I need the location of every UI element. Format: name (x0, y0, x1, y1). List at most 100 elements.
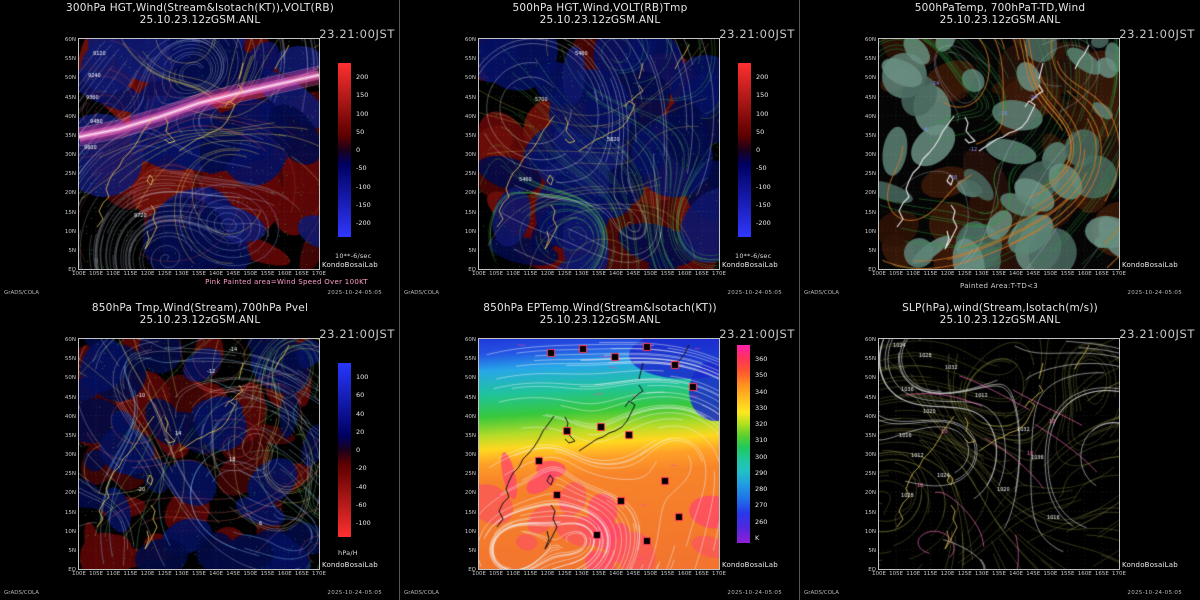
axis-tick-label: 100E (72, 571, 86, 577)
panel-850hpa-eptemp: 850hPa EPTemp.Wind(Stream&Isotach(KT)) 2… (400, 300, 800, 600)
axis-tick-label: 15N (64, 509, 76, 516)
axis-tick-label: 50N (864, 375, 876, 382)
map-850hpa-tmp: 60N 55N 50N 45N 40N 35N 30N 25N 20N 15N 10N 5N EQ 100… (65, 337, 326, 577)
axis-tick-label: 20N (64, 490, 76, 497)
axis-tick-label: 60N (864, 337, 876, 343)
axis-tick-label: 170E (312, 271, 326, 277)
axis-tick-label: 25N (464, 471, 476, 478)
axis-tick-label: EQ (468, 567, 476, 573)
axis-tick-label: 30N (64, 152, 76, 158)
colorbar-labels: 360 350 340 330 320 310 300 290 280 270 260 K (755, 355, 785, 542)
generated-date: 2025-10-24-05:05 (1127, 290, 1182, 296)
colorbar-tick-label: 270 (755, 501, 768, 510)
axis-tick-label: 25N (64, 171, 76, 178)
panel-subtitle: 25.10.23.12zGSM.ANL (539, 14, 661, 26)
axis-tick-label: 15N (64, 209, 76, 216)
axis-tick-label: 165E (694, 571, 709, 577)
axis-tick-label: 160E (1077, 571, 1092, 577)
colorbar (737, 345, 750, 543)
colorbar-tick-label: -150 (756, 200, 771, 209)
colorbar-unit: 10**-6/sec (335, 252, 372, 260)
axis-tick-label: 150E (643, 271, 658, 277)
colorbar-unit: 10**-6/sec (735, 252, 772, 260)
generated-date: 2025-10-24-05:05 (727, 590, 782, 596)
axis-tick-label: 20N (464, 190, 476, 197)
axis-tick-label: 30N (64, 452, 76, 458)
colorbar-tick-label: 290 (755, 468, 768, 477)
axis-tick-label: 170E (712, 571, 726, 577)
axis-tick-label: 135E (992, 271, 1006, 277)
axis-tick-label: 105E (489, 271, 504, 277)
axis-tick-label: 160E (677, 571, 692, 577)
generated-date: 2025-10-24-05:05 (327, 290, 382, 296)
axis-tick-label: 50N (464, 75, 476, 82)
colorbar-tick-label: 150 (756, 91, 769, 100)
axis-tick-label: 145E (626, 271, 641, 277)
panel-title: 850hPa Tmp,Wind(Stream),700hPa Pvel (91, 302, 309, 314)
axis-tick-label: 130E (574, 571, 589, 577)
axis-tick-label: 55N (64, 356, 76, 363)
lab-credit: KondoBosaiLab (322, 561, 378, 569)
axis-tick-label: 20N (464, 490, 476, 497)
grads-credit: GrADS/COLA (404, 290, 439, 296)
axis-tick-label: 40N (464, 113, 476, 120)
map-850hpa-eptemp: 60N 55N 50N 45N 40N 35N 30N 25N 20N 15N 10N 5N EQ 100… (465, 337, 726, 577)
axis-tick-label: 15N (464, 509, 476, 516)
axis-tick-label: 110E (906, 271, 921, 277)
axis-tick-label: 40N (64, 113, 76, 120)
colorbar-tick-label: 340 (755, 387, 768, 396)
panel-title: 500hPaTemp, 700hPaT-TD,Wind (914, 2, 1086, 14)
colorbar-tick-label: -200 (756, 219, 771, 227)
lab-credit: KondoBosaiLab (1122, 261, 1178, 269)
axis-tick-label: 10N (864, 228, 876, 235)
colorbar-labels: 100 60 40 20 0 -20 -40 -60 -100 (356, 373, 386, 527)
colorbar (738, 63, 751, 237)
colorbar-tick-label: -150 (356, 200, 371, 209)
axis-tick-label: 150E (643, 571, 658, 577)
axis-tick-label: 135E (992, 571, 1006, 577)
grads-credit: GrADS/COLA (404, 590, 439, 596)
axis-tick-label: 160E (277, 271, 292, 277)
map-canvas (879, 39, 1119, 269)
axis-tick-label: 120E (940, 571, 955, 577)
axis-tick-label: 160E (677, 271, 692, 277)
axis-tick-label: 120E (540, 571, 555, 577)
axis-tick-label: 165E (294, 571, 309, 577)
axis-tick-label: 160E (1077, 271, 1092, 277)
colorbar-tick-label: 360 (755, 355, 768, 363)
axis-tick-label: 15N (864, 209, 876, 216)
panel-note: Pink Painted area=Wind Speed Over 100KT (205, 278, 368, 286)
panel-subtitle: 25.10.23.12zGSM.ANL (539, 314, 661, 326)
map-slp: 60N 55N 50N 45N 40N 35N 30N 25N 20N 15N 10N 5N EQ 100… (865, 337, 1126, 577)
axis-tick-label: EQ (468, 267, 476, 273)
axis-tick-label: 115E (123, 571, 138, 577)
axis-tick-label: 115E (523, 571, 538, 577)
colorbar-tick-label: 50 (356, 127, 365, 136)
axis-tick-label: 110E (506, 571, 521, 577)
axis-tick-label: 155E (1060, 571, 1075, 577)
axis-tick-label: 40N (864, 113, 876, 120)
axis-tick-label: 170E (712, 271, 726, 277)
axis-tick-label: 105E (89, 571, 104, 577)
lab-credit: KondoBosaiLab (1122, 561, 1178, 569)
map-500hpa-hgt: 60N 55N 50N 45N 40N 35N 30N 25N 20N 15N 10N 5N EQ 100… (465, 37, 726, 277)
panel-timestamp: 23.21:00JST (719, 327, 795, 341)
axis-tick-label: 15N (864, 509, 876, 516)
axis-tick-label: 130E (574, 271, 589, 277)
axis-tick-label: 40N (464, 413, 476, 420)
axis-tick-label: 35N (464, 432, 476, 439)
axis-tick-label: 155E (660, 271, 675, 277)
colorbar (338, 63, 351, 237)
colorbar-tick-label: 60 (356, 391, 365, 400)
axis-tick-label: 170E (1112, 271, 1126, 277)
axis-tick-label: 155E (660, 571, 675, 577)
colorbar-tick-label: 0 (756, 146, 761, 154)
panel-timestamp: 23.21:00JST (1119, 327, 1195, 341)
colorbar-unit: hPa/H (338, 549, 358, 557)
axis-tick-label: 145E (1026, 271, 1041, 277)
panel-title: SLP(hPa),wind(Stream,Isotach(m/s)) (902, 302, 1098, 314)
axis-tick-label: 55N (64, 56, 76, 63)
axis-tick-label: 140E (1009, 271, 1024, 277)
axis-tick-label: 60N (864, 37, 876, 43)
